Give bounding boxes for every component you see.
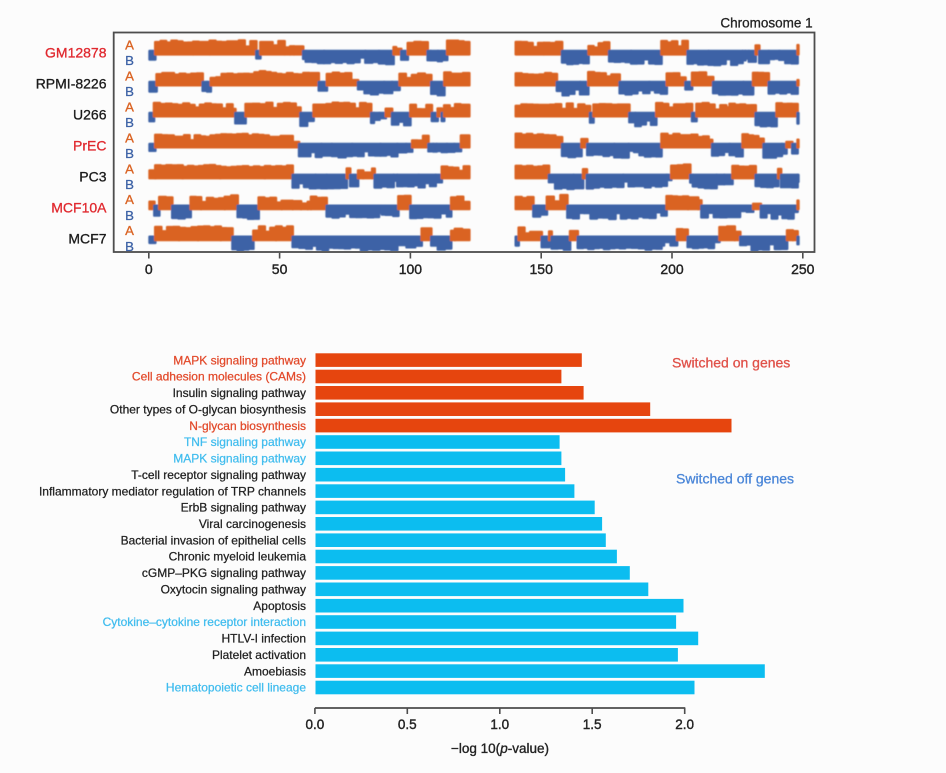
svg-text:Cell adhesion molecules (CAMs): Cell adhesion molecules (CAMs) [132, 370, 306, 384]
svg-text:Amoebiasis: Amoebiasis [244, 664, 306, 678]
svg-text:PrEC: PrEC [73, 138, 106, 154]
svg-text:Chronic myeloid leukemia: Chronic myeloid leukemia [169, 550, 307, 564]
svg-text:T-cell receptor signaling path: T-cell receptor signaling pathway [131, 468, 306, 482]
svg-text:100: 100 [399, 261, 423, 277]
svg-text:Platelet activation: Platelet activation [212, 648, 306, 662]
svg-text:Oxytocin signaling pathway: Oxytocin signaling pathway [161, 583, 306, 597]
svg-text:0.0: 0.0 [306, 717, 325, 732]
svg-text:−log 10(p-value): −log 10(p-value) [451, 741, 549, 756]
svg-text:0.5: 0.5 [398, 717, 417, 732]
svg-text:Apoptosis: Apoptosis [253, 599, 306, 613]
svg-text:B: B [125, 146, 134, 161]
svg-text:150: 150 [530, 261, 554, 277]
svg-text:A: A [125, 223, 134, 238]
svg-text:Other types of O-glycan biosyn: Other types of O-glycan biosynthesis [110, 402, 306, 416]
svg-text:Bacterial invasion of epitheli: Bacterial invasion of epithelial cells [121, 533, 306, 547]
svg-text:U266: U266 [73, 107, 107, 123]
svg-text:2.0: 2.0 [675, 717, 694, 732]
svg-text:A: A [125, 99, 134, 114]
svg-text:B: B [125, 177, 134, 192]
svg-text:A: A [125, 161, 134, 176]
svg-text:Chromosome 1: Chromosome 1 [720, 16, 812, 31]
svg-text:A: A [125, 69, 134, 84]
svg-text:MAPK signaling pathway: MAPK signaling pathway [173, 452, 306, 466]
svg-text:Switched on genes: Switched on genes [672, 355, 790, 371]
svg-text:B: B [125, 53, 134, 68]
svg-text:PC3: PC3 [79, 169, 106, 185]
svg-text:RPMI-8226: RPMI-8226 [36, 76, 107, 92]
svg-text:1.0: 1.0 [490, 717, 509, 732]
svg-text:Inflammatory mediator regulati: Inflammatory mediator regulation of TRP … [39, 484, 306, 498]
svg-text:cGMP–PKG signaling pathway: cGMP–PKG signaling pathway [142, 566, 306, 580]
svg-text:50: 50 [272, 261, 288, 277]
svg-text:B: B [125, 84, 134, 99]
svg-text:B: B [125, 239, 134, 254]
svg-text:250: 250 [791, 261, 815, 277]
svg-text:TNF signaling pathway: TNF signaling pathway [184, 435, 306, 449]
svg-text:0: 0 [145, 261, 153, 277]
svg-text:A: A [125, 192, 134, 207]
svg-text:GM12878: GM12878 [45, 45, 107, 61]
svg-text:A: A [125, 130, 134, 145]
svg-text:Viral carcinogenesis: Viral carcinogenesis [199, 517, 306, 531]
svg-text:A: A [125, 38, 134, 53]
svg-text:1.5: 1.5 [583, 717, 602, 732]
svg-text:Cytokine–cytokine receptor int: Cytokine–cytokine receptor interaction [103, 615, 306, 629]
svg-text:HTLV-I infection: HTLV-I infection [222, 632, 306, 646]
svg-text:N-glycan biosynthesis: N-glycan biosynthesis [189, 419, 306, 433]
svg-text:B: B [125, 115, 134, 130]
svg-text:MCF10A: MCF10A [51, 199, 107, 215]
svg-text:Insulin signaling pathway: Insulin signaling pathway [173, 386, 306, 400]
svg-text:B: B [125, 208, 134, 223]
svg-text:Switched off genes: Switched off genes [676, 471, 794, 487]
svg-text:Hematopoietic cell lineage: Hematopoietic cell lineage [166, 681, 306, 695]
svg-text:200: 200 [660, 261, 684, 277]
svg-text:MAPK signaling pathway: MAPK signaling pathway [173, 353, 306, 367]
svg-text:MCF7: MCF7 [68, 230, 106, 246]
svg-text:ErbB signaling pathway: ErbB signaling pathway [181, 501, 306, 515]
